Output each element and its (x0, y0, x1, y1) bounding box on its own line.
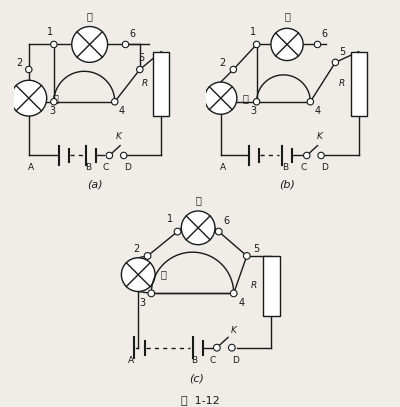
Circle shape (136, 66, 143, 73)
Circle shape (271, 28, 303, 61)
Circle shape (72, 26, 108, 62)
Circle shape (144, 253, 151, 259)
Circle shape (181, 211, 215, 245)
Text: 绿: 绿 (284, 11, 290, 21)
Text: R: R (251, 281, 257, 290)
Circle shape (112, 98, 118, 105)
Text: K: K (316, 132, 322, 141)
Text: K: K (115, 132, 121, 141)
Text: A: A (128, 356, 134, 365)
Text: 6: 6 (322, 29, 328, 39)
Text: 3: 3 (139, 298, 145, 309)
Bar (263, 256, 280, 316)
Text: 2: 2 (17, 58, 23, 68)
Text: 1: 1 (47, 28, 53, 37)
Text: 红: 红 (161, 270, 166, 280)
Text: 6: 6 (130, 29, 136, 39)
Circle shape (120, 152, 127, 159)
Text: B: B (191, 356, 198, 365)
Text: 1: 1 (167, 214, 173, 224)
Circle shape (214, 344, 220, 351)
Text: 绿: 绿 (87, 11, 93, 21)
Text: 红: 红 (52, 93, 58, 103)
Text: D: D (321, 163, 328, 172)
Text: R: R (142, 79, 148, 88)
Circle shape (253, 98, 260, 105)
Circle shape (253, 41, 260, 48)
Text: 1: 1 (250, 28, 256, 37)
Circle shape (228, 344, 235, 351)
Bar (153, 52, 169, 116)
Text: 5: 5 (138, 53, 145, 63)
Text: 4: 4 (119, 106, 125, 116)
Circle shape (244, 253, 250, 259)
Text: C: C (300, 163, 306, 172)
Text: R: R (339, 79, 345, 88)
Circle shape (314, 41, 321, 48)
Circle shape (307, 98, 314, 105)
Circle shape (122, 41, 129, 48)
Text: (b): (b) (279, 180, 295, 190)
Circle shape (148, 290, 155, 297)
Text: 2: 2 (220, 58, 226, 68)
Text: 2: 2 (133, 244, 140, 254)
Text: 红: 红 (242, 93, 248, 103)
Text: 4: 4 (314, 106, 320, 116)
Text: 5: 5 (253, 244, 259, 254)
Text: 3: 3 (250, 106, 256, 116)
Text: B: B (282, 163, 288, 172)
Circle shape (318, 152, 324, 159)
Circle shape (215, 228, 222, 235)
Circle shape (304, 152, 310, 159)
Bar (351, 52, 367, 116)
Text: 绿: 绿 (195, 195, 201, 206)
Text: D: D (124, 163, 131, 172)
Circle shape (51, 41, 57, 48)
Circle shape (11, 80, 47, 116)
Circle shape (205, 82, 237, 114)
Text: 6: 6 (223, 216, 229, 226)
Text: C: C (210, 356, 216, 365)
Text: 图  1-12: 图 1-12 (181, 395, 219, 405)
Circle shape (174, 228, 181, 235)
Text: 4: 4 (238, 298, 244, 309)
Circle shape (121, 258, 155, 291)
Text: C: C (103, 163, 109, 172)
Circle shape (230, 290, 237, 297)
Text: B: B (85, 163, 91, 172)
Circle shape (230, 66, 236, 73)
Text: 3: 3 (49, 106, 55, 116)
Circle shape (26, 66, 32, 73)
Circle shape (332, 59, 339, 66)
Circle shape (106, 152, 112, 159)
Text: 5: 5 (340, 47, 346, 57)
Text: (c): (c) (189, 373, 204, 383)
Text: A: A (28, 163, 34, 172)
Text: D: D (232, 356, 239, 365)
Text: (a): (a) (87, 180, 103, 190)
Circle shape (51, 98, 57, 105)
Text: K: K (231, 326, 237, 335)
Text: A: A (220, 163, 226, 172)
